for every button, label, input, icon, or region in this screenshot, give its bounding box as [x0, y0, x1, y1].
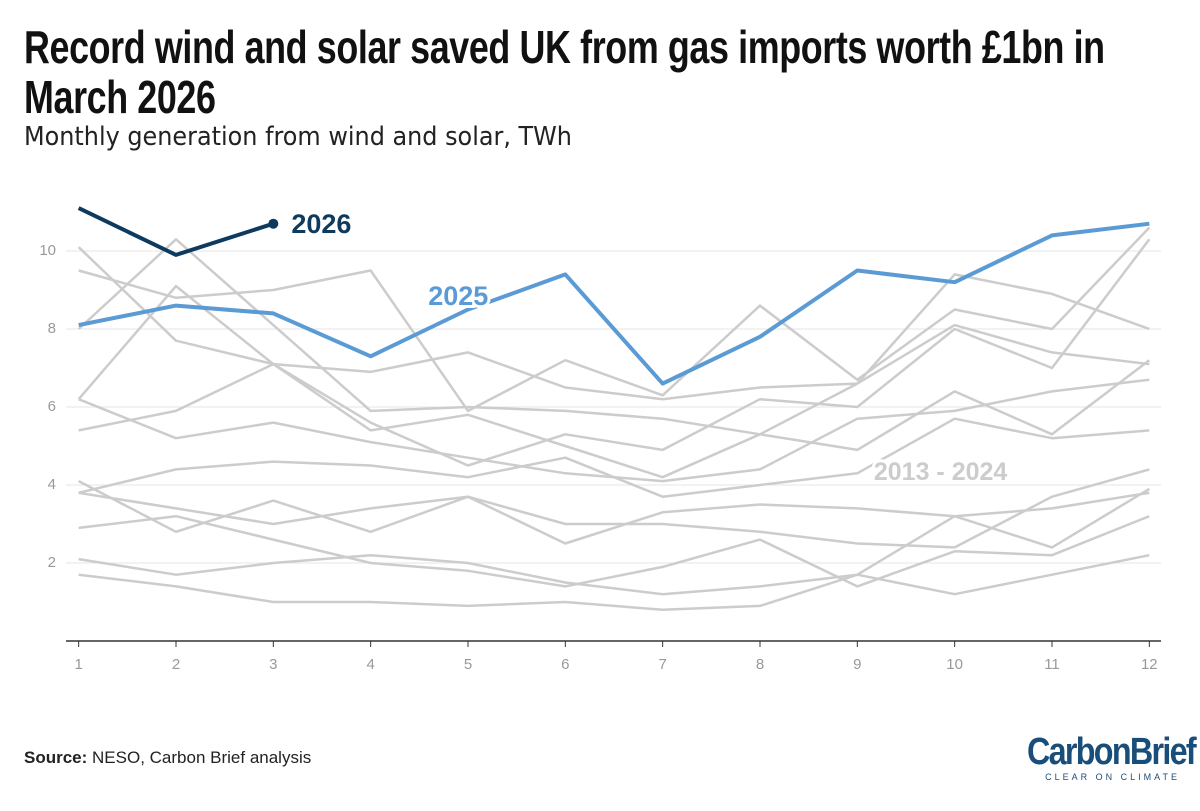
series-line	[78, 221, 1150, 386]
source-label: Source:	[24, 748, 88, 767]
x-tick-label: 1	[74, 656, 82, 673]
logo-text: CarbonBrief	[1027, 731, 1197, 773]
chart-title: Record wind and solar saved UK from gas …	[24, 21, 1105, 123]
logo: CarbonBrief CLEAR ON CLIMATE	[1000, 731, 1197, 782]
history-line	[78, 514, 1150, 588]
history-line	[78, 359, 1151, 479]
history-line	[78, 468, 1150, 549]
series-line	[77, 206, 274, 257]
end-marker	[268, 218, 279, 229]
history-line	[77, 246, 1150, 401]
series-label: 2026	[291, 209, 351, 239]
x-tick-label: 6	[561, 656, 569, 673]
chart-subtitle: Monthly generation from wind and solar, …	[24, 122, 572, 152]
y-tick-label: 8	[48, 320, 56, 337]
y-tick-label: 10	[39, 242, 56, 259]
x-tick-label: 2	[172, 656, 180, 673]
x-tick-label: 12	[1141, 656, 1158, 673]
group-annotation: 2013 - 2024	[874, 458, 1008, 486]
history-line	[78, 553, 1150, 596]
source: Source: NESO, Carbon Brief analysis	[24, 748, 311, 768]
history-line	[78, 417, 1150, 498]
x-tick-label: 4	[366, 656, 374, 673]
x-tick-label: 9	[853, 656, 861, 673]
series-label: 2025	[428, 281, 488, 311]
history-line	[78, 487, 1150, 612]
logo-tagline: CLEAR ON CLIMATE	[1045, 772, 1180, 782]
x-tick-label: 8	[756, 656, 764, 673]
x-tick-label: 11	[1044, 656, 1060, 673]
x-tick-label: 7	[658, 656, 666, 673]
history-line	[78, 226, 1151, 413]
x-tick-label: 10	[946, 656, 963, 673]
y-tick-label: 2	[48, 554, 56, 571]
x-tick-label: 3	[269, 656, 277, 673]
history-line	[77, 238, 1151, 467]
y-tick-label: 4	[48, 476, 56, 493]
history-line	[78, 479, 1150, 545]
source-text: NESO, Carbon Brief analysis	[92, 748, 312, 767]
x-tick-label: 5	[464, 656, 472, 673]
y-tick-label: 6	[48, 398, 56, 415]
